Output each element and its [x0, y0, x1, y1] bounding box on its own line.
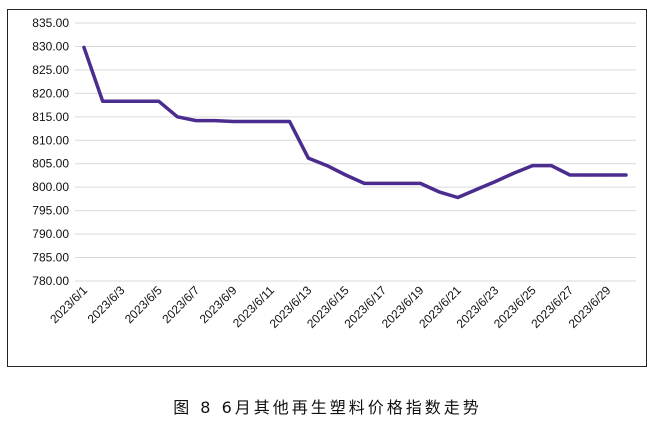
y-tick-label: 835.00: [32, 16, 69, 30]
chart-frame: 780.00 785.00 790.00 795.00 800.00 805.00 810.…: [7, 9, 647, 367]
x-tick-label: 2023/6/1: [47, 283, 90, 326]
data-point: [138, 100, 142, 103]
y-tick-label: 790.00: [32, 227, 69, 241]
data-point: [120, 100, 123, 103]
x-tick-label: 2023/6/3: [85, 283, 128, 326]
data-point: [344, 173, 347, 177]
data-point: [587, 173, 590, 177]
data-point: [606, 173, 609, 177]
data-point: [269, 120, 273, 123]
gridlines: [75, 22, 636, 282]
series-layer: [82, 45, 628, 200]
data-point: [568, 173, 572, 177]
data-point: [232, 120, 235, 123]
data-point: [437, 190, 441, 194]
data-point: [176, 115, 179, 119]
data-point: [381, 182, 385, 185]
data-point: [325, 164, 329, 167]
data-point: [194, 119, 198, 122]
data-point: [493, 180, 497, 183]
data-point: [363, 182, 366, 185]
y-tick-label: 780.00: [32, 274, 69, 288]
data-point: [400, 182, 403, 185]
y-tick-label: 815.00: [32, 110, 69, 124]
y-tick-label: 810.00: [32, 133, 69, 147]
x-axis-ticks: 2023/6/12023/6/32023/6/52023/6/72023/6/9…: [47, 283, 613, 331]
y-tick-label: 820.00: [32, 86, 69, 100]
data-point: [456, 196, 459, 199]
data-point: [213, 119, 217, 122]
y-tick-label: 795.00: [32, 204, 69, 218]
y-tick-label: 830.00: [32, 39, 69, 53]
y-tick-label: 800.00: [32, 180, 69, 194]
data-point: [288, 120, 291, 123]
data-point: [82, 46, 86, 49]
x-tick-label: 2023/6/7: [159, 283, 202, 326]
y-tick-label: 805.00: [32, 157, 69, 171]
line-chart: 780.00 785.00 790.00 795.00 800.00 805.00 810.…: [32, 16, 636, 331]
data-point: [531, 164, 534, 167]
data-point: [550, 164, 553, 167]
data-point: [624, 173, 628, 177]
series-line: [82, 45, 628, 200]
data-point: [512, 171, 516, 175]
y-tick-label: 825.00: [32, 63, 69, 77]
figure-caption: 图 8 6月其他再生塑料价格指数走势: [173, 398, 482, 417]
x-tick-label: 2023/6/5: [122, 283, 165, 326]
data-point: [251, 120, 254, 123]
y-axis-ticks: 780.00 785.00 790.00 795.00 800.00 805.00 810.…: [32, 16, 69, 288]
y-tick-label: 785.00: [32, 251, 69, 265]
data-point: [157, 100, 160, 103]
data-point: [307, 156, 310, 160]
data-point: [475, 188, 478, 191]
data-point: [101, 100, 104, 103]
data-point: [419, 182, 422, 185]
